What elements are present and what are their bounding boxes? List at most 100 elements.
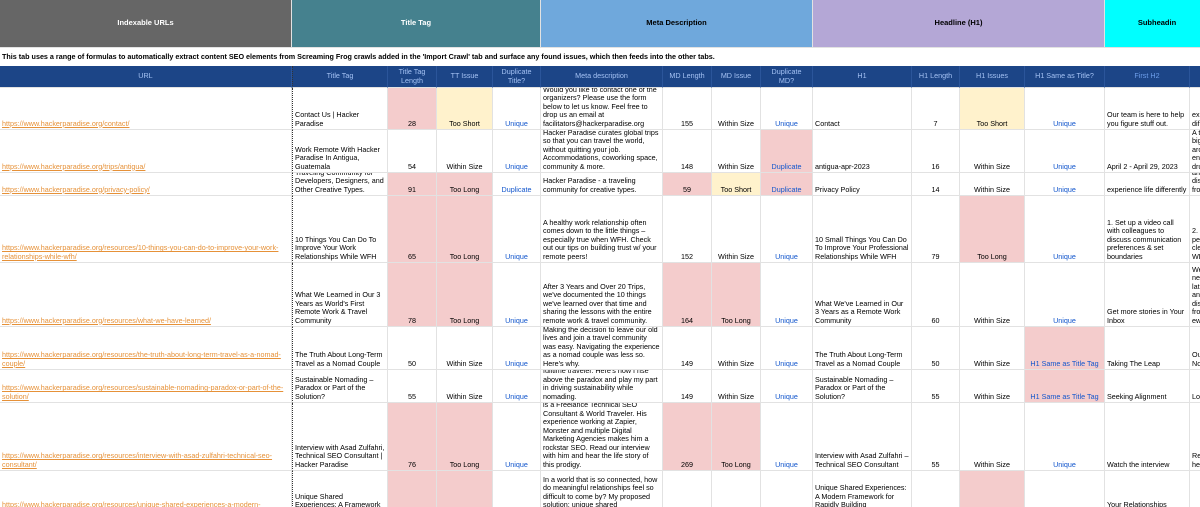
cell-text: 55	[931, 459, 940, 469]
url-cell[interactable]: https://www.hackerparadise.org/resources…	[0, 471, 292, 507]
cell-text: Too Long	[449, 184, 480, 194]
url-cell-text[interactable]: https://www.hackerparadise.org/resources…	[2, 383, 284, 401]
column-header[interactable]: TT Issue	[437, 66, 493, 88]
url-cell[interactable]: https://www.hackerparadise.org/privacy-p…	[0, 173, 292, 196]
cell-text: Too Long	[721, 315, 751, 325]
cell: Hacker Paradise curates global trips so …	[541, 130, 663, 173]
cell: Your Relationships Today	[1105, 471, 1190, 507]
cell-text: Ou No	[1192, 350, 1200, 368]
column-header-text[interactable]: Title Tag	[326, 71, 354, 81]
cell: Unique	[761, 471, 813, 507]
cell: 14	[912, 173, 960, 196]
column-header[interactable]: MD Issue	[712, 66, 761, 88]
cell-text: Lo	[1192, 391, 1200, 401]
url-cell[interactable]: https://www.hackerparadise.org/resources…	[0, 327, 292, 370]
column-header-text[interactable]: Meta description	[575, 71, 628, 81]
column-header[interactable]: Duplicate Title?	[493, 66, 541, 88]
cell: Duplicate	[761, 130, 813, 173]
cell: Unique	[493, 327, 541, 370]
column-header-text[interactable]: First H2	[1134, 71, 1160, 81]
url-cell-text[interactable]: https://www.hackerparadise.org/resources…	[2, 350, 281, 368]
url-cell[interactable]: https://www.hackerparadise.org/resources…	[0, 263, 292, 327]
cell-text: Unique	[1053, 459, 1076, 469]
cell-text: 149	[681, 358, 693, 368]
url-cell[interactable]: https://www.hackerparadise.org/resources…	[0, 403, 292, 471]
column-header-text[interactable]: H1 Issues	[976, 71, 1008, 81]
cell-text: 76	[408, 459, 416, 469]
url-cell-text[interactable]: https://www.hackerparadise.org/resources…	[2, 315, 211, 325]
url-cell-text[interactable]: https://www.hackerparadise.org/privacy-p…	[2, 184, 150, 194]
cell: H1 Same as Title Tag	[1025, 370, 1105, 403]
cell: Unique	[761, 327, 813, 370]
cell: Unique	[1025, 88, 1105, 130]
cell-text: Within Size	[718, 161, 754, 171]
column-header[interactable]: H1	[813, 66, 912, 88]
url-cell-text[interactable]: https://www.hackerparadise.org/contact/	[2, 118, 130, 128]
url-cell[interactable]: https://www.hackerparadise.org/contact/	[0, 88, 292, 130]
column-header-text[interactable]: Duplicate MD?	[771, 67, 802, 85]
cell: We ne lat an dis fro	[1190, 173, 1200, 196]
url-cell[interactable]: https://www.hackerparadise.org/resources…	[0, 196, 292, 263]
url-cell-text[interactable]: https://www.hackerparadise.org/trips/ant…	[2, 161, 146, 171]
cell: 91	[388, 173, 437, 196]
cell-text: 14	[931, 184, 940, 194]
cell: Sustainable Nomading – Paradox or Part o…	[813, 370, 912, 403]
cell: 55	[388, 370, 437, 403]
column-header[interactable]: MD Length	[663, 66, 712, 88]
cell: experience life differently	[1105, 173, 1190, 196]
cell: Too Long	[437, 471, 493, 507]
column-header[interactable]: Duplicate MD?	[761, 66, 813, 88]
column-header[interactable]: H1 Issues	[960, 66, 1025, 88]
column-header-text[interactable]: Duplicate Title?	[501, 67, 532, 85]
column-header-text[interactable]: H1 Length	[918, 71, 953, 81]
url-cell[interactable]: https://www.hackerparadise.org/trips/ant…	[0, 130, 292, 173]
group-header-text: Title Tag	[400, 18, 432, 28]
column-header-text[interactable]: MD Issue	[720, 71, 752, 81]
column-header-text[interactable]: H1 Same as Title?	[1035, 71, 1094, 81]
cell: Unique	[493, 130, 541, 173]
column-header[interactable]: Title Tag Length	[388, 66, 437, 88]
column-header-text[interactable]: Title Tag Length	[398, 67, 426, 85]
column-header[interactable]: H1 Same as Title?	[1025, 66, 1105, 88]
cell: Within Size	[437, 370, 493, 403]
cell: 76	[388, 403, 437, 471]
cell-text: 149	[681, 391, 693, 401]
column-header-text[interactable]: URL	[138, 71, 153, 81]
cell-text: 50	[931, 358, 940, 368]
cell-text: Within Size	[974, 391, 1010, 401]
cell: Unique	[1025, 471, 1105, 507]
column-header-text[interactable]: H1	[857, 71, 867, 81]
cell: Too Long	[712, 263, 761, 327]
cell: 152	[663, 196, 712, 263]
cell: Within Size	[960, 403, 1025, 471]
url-cell-text[interactable]: https://www.hackerparadise.org/resources…	[2, 243, 279, 261]
column-header-text[interactable]: TT Issue	[450, 71, 479, 81]
cell: Unique	[493, 471, 541, 507]
cell-text: 155	[681, 118, 693, 128]
url-cell[interactable]: https://www.hackerparadise.org/resources…	[0, 370, 292, 403]
url-cell-text[interactable]: https://www.hackerparadise.org/resources…	[2, 500, 261, 507]
column-header[interactable]: URL	[0, 66, 292, 88]
cell-text: What We've Learned in Our 3 Years as a R…	[815, 298, 904, 325]
column-header-text[interactable]: MD Length	[669, 71, 705, 81]
cell-text: 91	[408, 184, 416, 194]
column-header[interactable]: Meta description	[541, 66, 663, 88]
cell-text: Contact Us | Hacker Paradise	[295, 110, 360, 128]
url-cell-text[interactable]: https://www.hackerparadise.org/resources…	[2, 451, 273, 469]
cell: Hu	[1190, 471, 1200, 507]
column-header[interactable]: Title Tag	[292, 66, 388, 88]
cell: 7	[912, 88, 960, 130]
cell: Within Size	[712, 370, 761, 403]
column-header[interactable]: First H2	[1105, 66, 1190, 88]
cell-text: Sustainable Nomading – Paradox or Part o…	[815, 374, 894, 401]
cell-text: Within Size	[718, 358, 754, 368]
cell: Seeking Alignment	[1105, 370, 1190, 403]
cell-text: Unique	[505, 459, 528, 469]
cell-text: Hacker Paradise - a traveling community …	[543, 176, 637, 194]
cell: ex dif	[1190, 88, 1200, 130]
cell: April 2 - April 29, 2023	[1105, 130, 1190, 173]
cell-text: Interview with Asad Zulfahri – Technical…	[815, 451, 909, 469]
column-header[interactable]: H1 Length	[912, 66, 960, 88]
group-header: Indexable URLs	[0, 0, 292, 48]
